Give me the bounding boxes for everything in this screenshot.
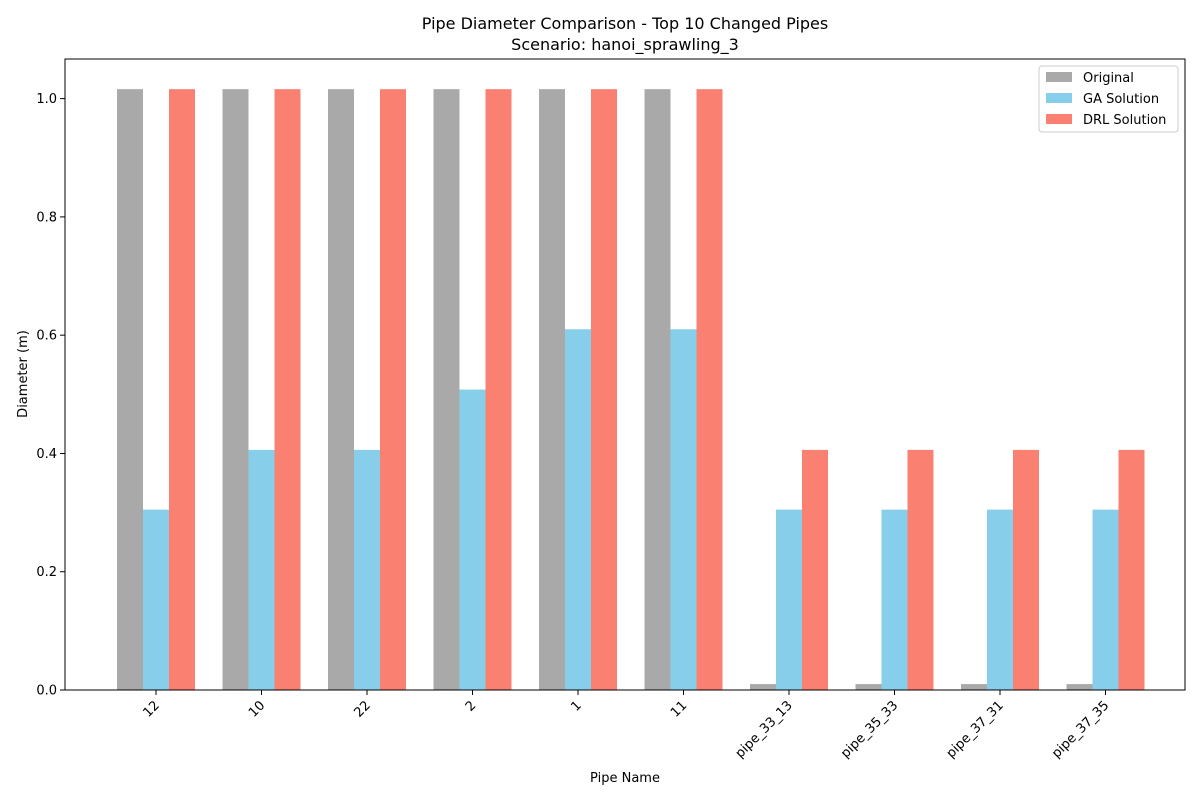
y-tick-label: 0.2 (36, 565, 57, 580)
bar-drl-solution-pipe_33_13 (802, 449, 828, 690)
bar-original-1 (539, 89, 565, 690)
bar-drl-solution-1 (591, 89, 617, 690)
bar-ga-solution-2 (459, 389, 486, 690)
bar-original-pipe_35_33 (855, 684, 882, 690)
bar-drl-solution-22 (380, 89, 406, 690)
bar-ga-solution-12 (143, 509, 169, 690)
y-tick-label: 0.8 (36, 210, 57, 225)
legend-label: Original (1083, 71, 1134, 86)
bar-ga-solution-pipe_37_31 (987, 509, 1013, 690)
chart-subtitle: Scenario: hanoi_sprawling_3 (511, 35, 739, 55)
legend-label: GA Solution (1083, 92, 1159, 107)
bar-ga-solution-pipe_35_33 (881, 509, 908, 690)
x-tick-label: pipe_37_31 (944, 698, 1007, 761)
bar-ga-solution-22 (354, 449, 380, 690)
bar-drl-solution-10 (274, 89, 301, 690)
y-axis: 0.0 0.2 0.4 0.6 0.8 1.0 (36, 92, 65, 699)
x-axis: 12 10 22 2 1 11 pipe_33_13 pipe_35_33 pipe_37_31… (141, 690, 1112, 761)
bar-drl-solution-12 (169, 89, 195, 690)
y-tick-label: 0.0 (36, 684, 57, 699)
x-tick-label: pipe_37_35 (1049, 698, 1112, 761)
bar-ga-solution-1 (565, 329, 591, 690)
x-tick-label: 10 (246, 698, 268, 720)
bar-original-pipe_33_13 (750, 684, 776, 690)
y-tick-label: 1.0 (36, 92, 57, 107)
x-tick-label: pipe_33_13 (733, 698, 796, 761)
legend-swatch (1046, 72, 1072, 82)
legend-swatch (1046, 93, 1072, 103)
bar-original-2 (433, 89, 460, 690)
legend-label: DRL Solution (1083, 113, 1166, 128)
chart-title: Pipe Diameter Comparison - Top 10 Change… (422, 14, 828, 33)
x-tick-label: 2 (463, 698, 479, 714)
plot-frame (64, 58, 1186, 691)
x-axis-label: Pipe Name (590, 771, 660, 786)
bar-drl-solution-2 (485, 89, 512, 690)
x-tick-label: pipe_35_33 (838, 698, 901, 761)
bar-ga-solution-11 (670, 329, 697, 690)
x-tick-label: 1 (568, 698, 584, 714)
legend-frame (1038, 65, 1179, 133)
x-tick-label: 11 (668, 698, 690, 720)
bar-drl-solution-pipe_37_31 (1013, 449, 1039, 690)
legend-swatch (1046, 114, 1072, 124)
y-tick-label: 0.4 (36, 447, 57, 462)
bar-ga-solution-pipe_33_13 (776, 509, 802, 690)
bar-original-pipe_37_31 (961, 684, 987, 690)
bar-original-12 (117, 89, 143, 690)
bar-original-11 (644, 89, 671, 690)
x-tick-label: 22 (352, 698, 374, 720)
bar-drl-solution-pipe_35_33 (907, 449, 934, 690)
y-axis-label: Diameter (m) (16, 330, 31, 418)
bar-drl-solution-11 (696, 89, 723, 690)
bar-original-22 (328, 89, 354, 690)
bar-ga-solution-pipe_37_35 (1092, 509, 1119, 690)
bars-layer (117, 89, 1145, 690)
bar-original-10 (222, 89, 249, 690)
x-tick-label: 12 (141, 698, 163, 720)
bar-drl-solution-pipe_37_35 (1118, 449, 1145, 690)
legend: Original GA Solution DRL Solution (1038, 65, 1179, 133)
bar-original-pipe_37_35 (1066, 684, 1093, 690)
bar-ga-solution-10 (248, 449, 275, 690)
y-tick-label: 0.6 (36, 329, 57, 344)
